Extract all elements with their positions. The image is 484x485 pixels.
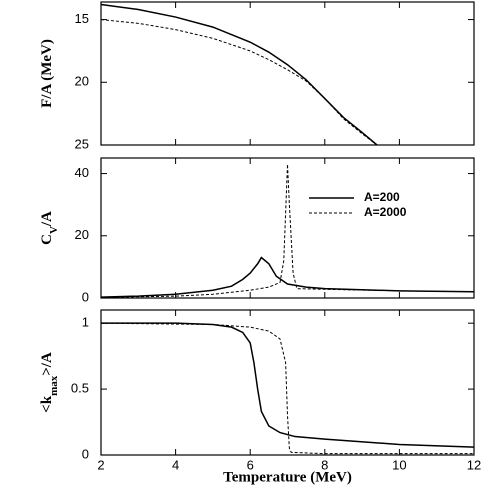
y-axis-label-part: V	[48, 226, 60, 234]
y-tick-label: 15	[75, 11, 89, 26]
y-tick-label: 40	[75, 165, 89, 180]
y-tick-label: 0	[82, 446, 89, 461]
legend-label: A=2000	[364, 205, 407, 219]
y-axis-label-part: >/A	[39, 352, 55, 376]
legend-label: A=200	[364, 190, 400, 204]
y-tick-label: 1	[82, 315, 89, 330]
y-axis-label: CV/A	[39, 211, 59, 245]
y-axis-label-part: /A	[39, 211, 55, 227]
y-axis-label-part: <k	[39, 395, 55, 413]
x-tick-label: 2	[97, 457, 104, 472]
y-tick-label: 0.5	[71, 381, 89, 396]
data-line	[100, 164, 475, 298]
y-axis-label: <kmax>/A	[39, 352, 59, 413]
x-tick-label: 12	[467, 457, 481, 472]
data-line	[100, 3, 378, 146]
data-line	[100, 256, 475, 298]
plot-frame	[100, 309, 475, 456]
y-axis-label: F/A (MeV)	[39, 39, 55, 108]
y-tick-label: 20	[75, 74, 89, 89]
x-tick-label: 10	[392, 457, 406, 472]
data-line	[101, 322, 475, 448]
y-tick-label: 0	[82, 289, 89, 304]
x-tick-label: 4	[172, 457, 179, 472]
plot-frame	[100, 157, 475, 299]
y-tick-label: 25	[75, 136, 89, 151]
y-axis-label-part: max	[48, 375, 60, 396]
data-line	[100, 322, 474, 455]
x-tick-label: 6	[247, 457, 254, 472]
x-axis-label: Temperature (MeV)	[223, 469, 352, 485]
y-axis-label-part: C	[39, 234, 55, 245]
plot-frame	[100, 1, 475, 146]
y-axis-label-part: F/A (MeV)	[39, 39, 55, 108]
x-tick-label: 8	[321, 457, 328, 472]
y-tick-label: 20	[75, 227, 89, 242]
